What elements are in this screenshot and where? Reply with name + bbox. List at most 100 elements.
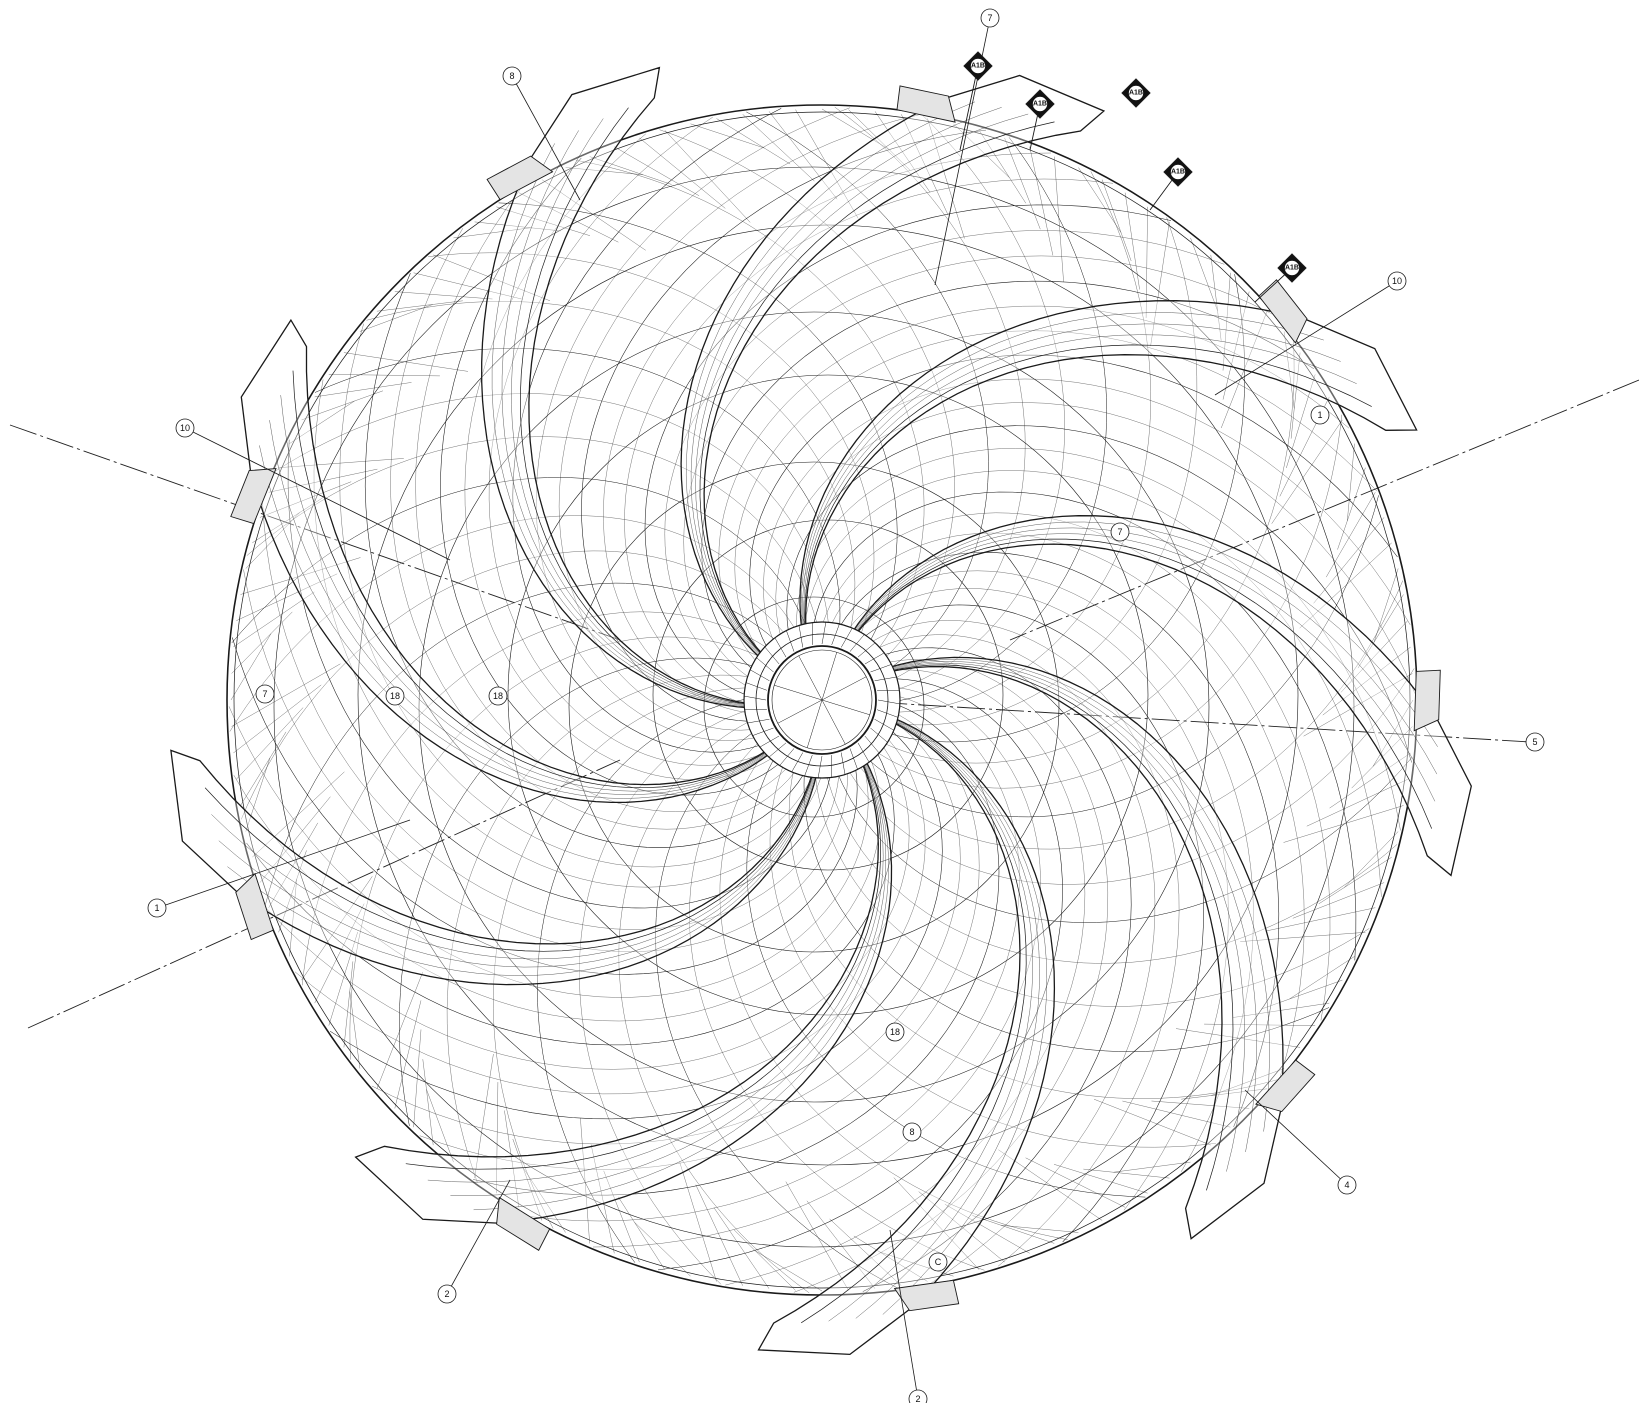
body-outline-inner bbox=[233, 111, 1411, 1289]
mesh-spiral-ccw bbox=[880, 171, 1151, 713]
mesh-hatch bbox=[1303, 673, 1413, 737]
callout-label: 2 bbox=[915, 1394, 920, 1403]
callout-label: 8 bbox=[509, 71, 514, 81]
hub-rib bbox=[864, 735, 880, 754]
mesh-hatch bbox=[376, 300, 463, 312]
mesh-spiral-ccw bbox=[874, 274, 1245, 743]
mesh-spiral-cw bbox=[243, 569, 848, 952]
mesh-hatch bbox=[1326, 492, 1376, 578]
mesh-hatch bbox=[679, 1161, 717, 1282]
section-tag-core bbox=[1128, 85, 1144, 101]
mesh-hatch bbox=[1266, 907, 1376, 932]
mesh-hatch bbox=[359, 304, 433, 332]
mesh-hatch bbox=[1286, 374, 1316, 469]
callout-label: 7 bbox=[1117, 527, 1122, 537]
mesh-hatch bbox=[944, 1204, 1030, 1254]
mesh-hatch bbox=[1175, 1028, 1301, 1048]
mesh-hatch bbox=[979, 130, 1026, 204]
mesh-spiral-ccw bbox=[229, 515, 804, 732]
mesh-hatch bbox=[328, 931, 358, 1026]
mesh-hatch bbox=[541, 179, 646, 251]
hub-rib bbox=[817, 755, 823, 778]
mesh-spiral-cw bbox=[313, 379, 826, 888]
mesh-hatch bbox=[806, 1200, 876, 1289]
mesh-hatch bbox=[252, 496, 326, 543]
mesh-hatch bbox=[289, 400, 355, 444]
hub-spoke-line bbox=[806, 699, 823, 748]
mesh-hatch bbox=[1357, 594, 1404, 669]
mesh-hatch bbox=[1289, 956, 1355, 1000]
mesh-hatch bbox=[893, 1177, 980, 1270]
mesh-spiral-ccw bbox=[814, 759, 1370, 1007]
mesh-hatch bbox=[874, 111, 931, 193]
mesh-hatch bbox=[918, 1191, 1005, 1263]
mesh-hatch bbox=[972, 1215, 1055, 1244]
blade bbox=[481, 66, 753, 709]
mesh-hatch bbox=[1083, 1168, 1170, 1179]
mesh-hatch bbox=[376, 971, 423, 1089]
mesh-hatch bbox=[301, 876, 373, 981]
mesh-hatch bbox=[1054, 156, 1064, 282]
callout-circle bbox=[1310, 405, 1330, 425]
mesh-hatch bbox=[1053, 1164, 1148, 1194]
mesh-hatch bbox=[901, 114, 949, 216]
mesh-spiral-ccw bbox=[856, 495, 1379, 818]
mesh-hatch bbox=[394, 1000, 422, 1109]
callout-label: 18 bbox=[390, 691, 400, 701]
hub-spoke-line bbox=[821, 699, 846, 745]
callout-bubble: 2 bbox=[908, 1389, 928, 1403]
mesh-spiral-cw bbox=[246, 738, 895, 1046]
blade-surface-line bbox=[227, 770, 817, 976]
mesh-spiral-ccw bbox=[881, 137, 1107, 704]
blade-surface-line bbox=[886, 659, 1270, 1132]
mesh-hatch bbox=[426, 1089, 454, 1163]
mesh-hatch bbox=[695, 1184, 743, 1286]
mesh-spiral-ccw bbox=[849, 580, 1403, 850]
callout-circle bbox=[980, 8, 1000, 28]
hub-rib bbox=[821, 622, 827, 645]
mesh-spiral-cw bbox=[825, 532, 1305, 1077]
mesh-spiral-cw bbox=[804, 470, 1382, 897]
mesh-hatch bbox=[590, 1144, 615, 1254]
mesh-hatch bbox=[879, 1251, 954, 1277]
hub-rib bbox=[786, 630, 795, 652]
mesh-hatch bbox=[1260, 979, 1343, 1010]
callout-label: 18 bbox=[493, 691, 503, 701]
mesh-hatch bbox=[522, 1167, 566, 1233]
blade-surface-line bbox=[852, 533, 1436, 802]
blade-surface-line bbox=[882, 717, 1047, 1315]
hub-rib bbox=[749, 669, 770, 682]
mesh-hatch bbox=[474, 1053, 494, 1179]
mesh-hatch bbox=[343, 352, 469, 372]
mesh-hatch bbox=[252, 771, 345, 858]
mesh-spiral-ccw bbox=[428, 252, 875, 650]
mesh-hatch bbox=[236, 707, 304, 780]
mesh-hatch bbox=[690, 123, 765, 149]
mesh-hatch bbox=[1181, 1088, 1268, 1100]
mesh-spiral-ccw bbox=[689, 731, 985, 1271]
extension-line-right-upper bbox=[1009, 379, 1639, 641]
mesh-hatch bbox=[512, 1138, 543, 1221]
mesh-spiral-ccw bbox=[537, 696, 763, 1263]
mesh-hatch bbox=[1001, 1225, 1079, 1233]
mesh-hatch bbox=[614, 146, 700, 196]
mesh-spiral-cw bbox=[845, 588, 1229, 1211]
mesh-hatch bbox=[259, 481, 352, 518]
section-tag-label: A1B bbox=[971, 63, 985, 70]
blade bbox=[757, 715, 1056, 1356]
mesh-spiral-ccw bbox=[579, 705, 763, 1285]
callout-circle bbox=[488, 686, 508, 706]
mesh-spiral-cw bbox=[862, 647, 1132, 1292]
blade bbox=[849, 515, 1472, 877]
hub-spoke-line bbox=[821, 699, 870, 716]
mesh-hatch bbox=[504, 1110, 520, 1208]
blade-surface-line bbox=[887, 663, 1245, 1172]
mesh-hatch bbox=[1292, 882, 1385, 919]
mesh-spiral-cw bbox=[749, 354, 1398, 662]
impeller-hub bbox=[743, 621, 901, 779]
mesh-spiral-cw bbox=[512, 108, 782, 753]
shell-ring bbox=[703, 596, 925, 818]
hub-rib bbox=[877, 709, 899, 718]
mesh-hatch bbox=[1101, 179, 1132, 262]
